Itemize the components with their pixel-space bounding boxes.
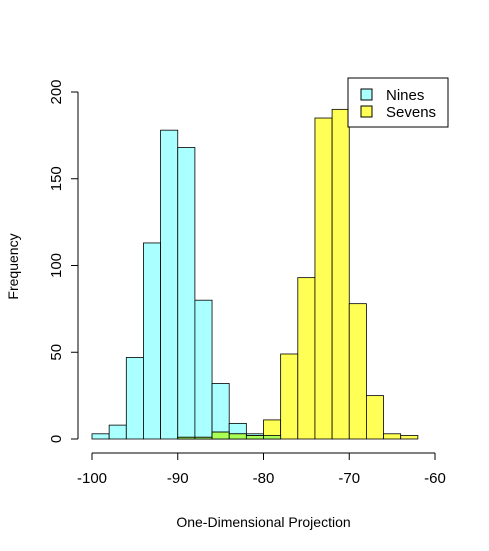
bar-overlap-4 xyxy=(245,435,264,440)
x-tick-label-0: -100 xyxy=(77,470,107,487)
legend-label-nines: Nines xyxy=(386,87,424,104)
legend-swatch-sevens xyxy=(360,105,373,118)
bar-nines-7 xyxy=(211,383,230,440)
bar-nines-4 xyxy=(160,129,179,440)
y-tick-label-2: 100 xyxy=(48,253,65,278)
bar-nines-0 xyxy=(91,433,110,440)
x-axis-title: One-Dimensional Projection xyxy=(176,514,350,530)
bar-nines-2 xyxy=(125,357,144,440)
y-axis: 0 50 100 150 200 xyxy=(48,79,79,443)
bar-overlap-2 xyxy=(211,431,230,440)
bar-sevens-11 xyxy=(365,395,384,440)
bar-sevens-7 xyxy=(297,277,316,440)
y-axis-title: Frequency xyxy=(5,233,21,299)
bar-sevens-12 xyxy=(383,433,402,440)
x-tick-label-1: -90 xyxy=(167,470,189,487)
bar-overlap-1 xyxy=(194,436,213,440)
bar-nines-1 xyxy=(108,424,127,440)
legend: Nines Sevens xyxy=(347,77,449,128)
x-tick-label-3: -70 xyxy=(338,470,360,487)
y-tick-label-1: 50 xyxy=(48,344,65,361)
bar-overlap-3 xyxy=(228,433,247,440)
legend-box xyxy=(347,77,449,128)
bar-nines-6 xyxy=(194,299,213,440)
bar-nines-5 xyxy=(177,147,196,440)
bar-sevens-10 xyxy=(348,303,367,440)
y-tick-label-0: 0 xyxy=(48,435,65,443)
legend-swatch-nines xyxy=(360,88,373,101)
bars-layer xyxy=(91,108,419,440)
bar-overlap-5 xyxy=(263,435,282,440)
bar-sevens-8 xyxy=(314,117,333,440)
bar-overlap-0 xyxy=(177,436,196,440)
x-tick-label-2: -80 xyxy=(253,470,275,487)
bar-sevens-13 xyxy=(400,435,419,440)
bar-nines-3 xyxy=(143,242,161,440)
legend-label-sevens: Sevens xyxy=(386,104,436,121)
y-tick-label-4: 200 xyxy=(48,79,65,104)
x-tick-label-4: -60 xyxy=(424,470,446,487)
bar-sevens-6 xyxy=(280,353,299,440)
bar-sevens-9 xyxy=(331,108,350,440)
x-axis: -100 -90 -80 -70 -60 xyxy=(77,452,446,487)
y-tick-label-3: 150 xyxy=(48,166,65,191)
